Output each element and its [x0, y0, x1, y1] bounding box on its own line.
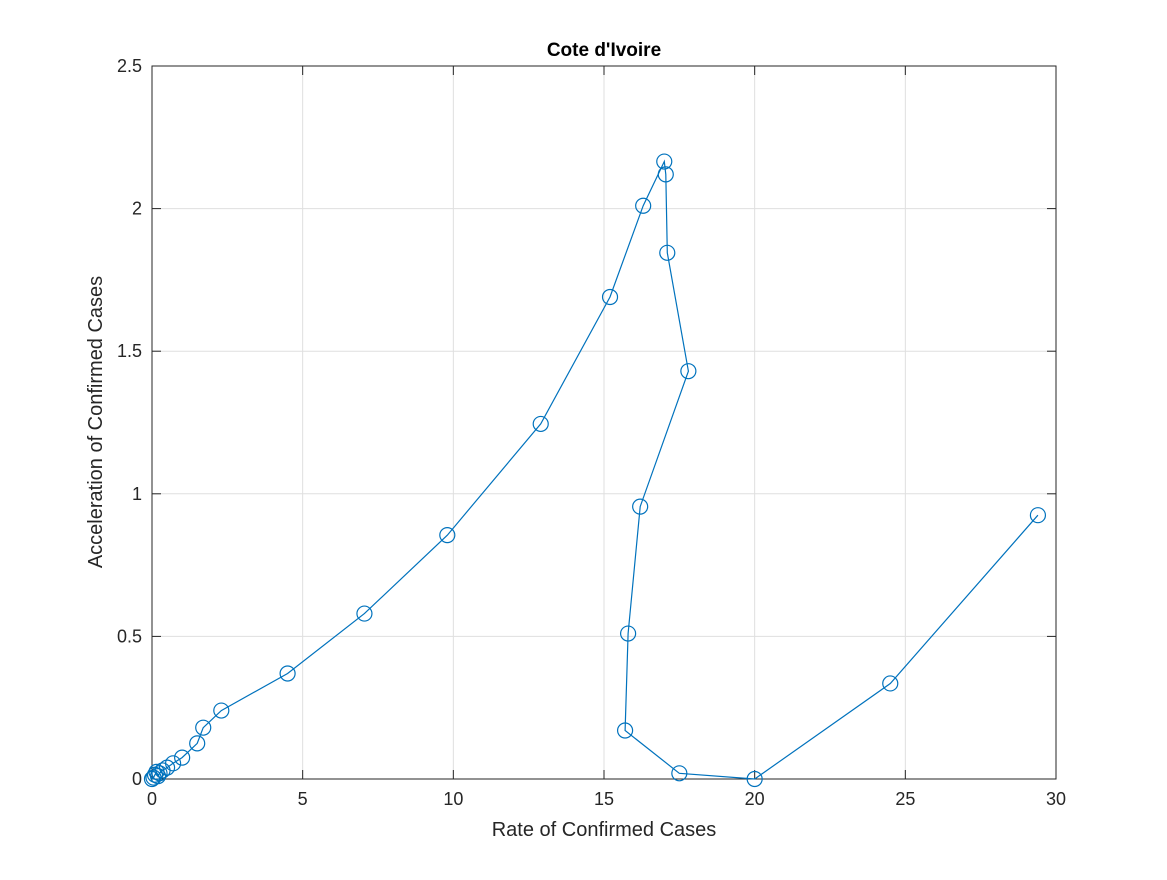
data-point-marker — [680, 363, 697, 380]
y-tick-label: 0 — [132, 769, 142, 789]
data-point-marker — [635, 197, 652, 214]
x-tick-label: 10 — [443, 789, 463, 809]
data-point-marker — [601, 288, 619, 306]
data-series — [143, 153, 1047, 788]
data-point-marker — [149, 768, 167, 785]
data-point-marker — [657, 166, 674, 183]
data-point-marker — [1029, 507, 1047, 524]
x-tick-label: 5 — [298, 789, 308, 809]
y-tick-label: 1.5 — [117, 341, 142, 361]
x-tick-label: 20 — [745, 789, 765, 809]
y-axis-label: Acceleration of Confirmed Cases — [85, 276, 107, 568]
data-point-marker — [164, 755, 182, 772]
grid-lines — [151, 65, 1057, 780]
data-point-marker — [616, 722, 634, 739]
axes — [151, 65, 1057, 780]
data-point-marker — [746, 770, 763, 788]
x-axis-label: Rate of Confirmed Cases — [492, 819, 717, 841]
chart-title: Cote d'Ivoire — [547, 40, 661, 61]
tick-labels: 0 5 10 15 20 25 30 0 0.5 1 1.5 2 2.5 — [117, 56, 1066, 809]
data-point-marker — [279, 665, 296, 682]
data-point-marker — [356, 605, 373, 622]
data-point-marker — [671, 765, 688, 782]
data-point-marker — [213, 702, 230, 719]
y-tick-label: 1 — [132, 484, 142, 504]
data-point-marker — [656, 153, 673, 170]
x-tick-label: 15 — [594, 789, 614, 809]
data-point-marker — [195, 719, 212, 736]
x-tick-label: 0 — [147, 789, 157, 809]
x-tick-label: 30 — [1046, 789, 1066, 809]
series-line — [151, 159, 1039, 780]
data-point-marker — [439, 527, 456, 544]
data-point-marker — [882, 675, 899, 692]
data-point-marker — [189, 735, 206, 752]
y-tick-label: 2 — [132, 199, 142, 219]
data-point-marker — [532, 415, 549, 433]
data-point-marker — [620, 625, 637, 642]
y-tick-label: 2.5 — [117, 56, 142, 76]
data-point-marker — [174, 749, 191, 766]
x-tick-label: 25 — [895, 789, 915, 809]
data-point-marker — [158, 759, 176, 776]
y-tick-label: 0.5 — [117, 626, 142, 646]
data-point-marker — [659, 244, 676, 261]
data-point-marker — [632, 498, 649, 515]
